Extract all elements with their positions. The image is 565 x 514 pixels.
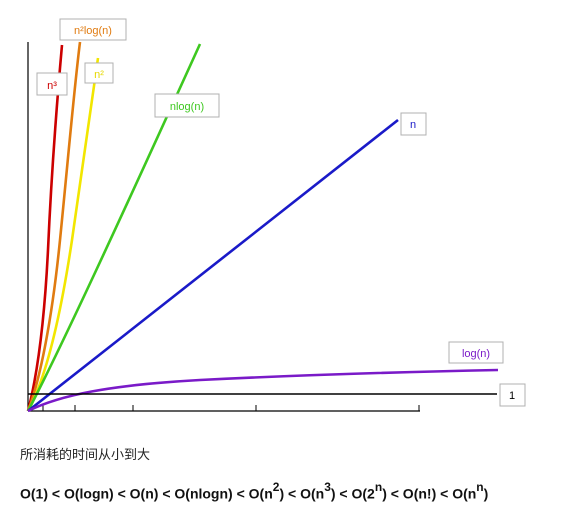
order-text: ) < O(n!) < O(n	[382, 485, 477, 502]
order-exponent: 3	[324, 480, 331, 494]
label-text: n²	[94, 69, 104, 81]
order-text: O(1) < O(logn) < O(n) < O(nlogn) < O(n	[20, 485, 273, 502]
label-text: nlog(n)	[170, 101, 204, 113]
series-label-constant: 1	[499, 383, 526, 407]
series-label-n: n	[400, 112, 427, 136]
order-text: ) < O(2	[330, 485, 375, 502]
order-text: )	[483, 485, 489, 502]
order-exponent: n	[374, 480, 383, 494]
axes	[27, 42, 420, 412]
order-exponent: n	[476, 480, 484, 494]
order-exponent: 2	[272, 480, 280, 494]
series-line-logn	[27, 368, 499, 413]
series-label-n2logn: n²log(n)	[59, 18, 127, 41]
series-label-logn: log(n)	[448, 341, 504, 364]
label-box	[59, 18, 127, 41]
label-text: 1	[509, 390, 515, 402]
series-label-n3: n³	[36, 72, 68, 96]
label-text: n³	[47, 80, 57, 92]
series-line-n2logn	[26, 41, 82, 412]
label-box	[36, 72, 68, 96]
series-label-n2: n²	[84, 62, 114, 84]
series-line-n2	[26, 57, 100, 412]
series-line-n	[27, 118, 399, 413]
label-box	[400, 112, 427, 136]
label-text: n²log(n)	[74, 25, 112, 37]
series-label-nlogn: nlog(n)	[154, 93, 220, 118]
complexity-chart: n³ n²log(n) n² nlog(n) n log(n) 1	[26, 18, 526, 413]
caption-text: 所消耗的时间从小到大	[20, 448, 151, 463]
label-text: n	[410, 119, 416, 131]
series-line-n3	[26, 44, 64, 412]
label-box	[154, 93, 220, 118]
order-text: ) < O(n	[279, 485, 325, 502]
label-box	[84, 62, 114, 84]
complexity-order: O(1) < O(logn) < O(n) < O(nlogn) < O(n2)…	[20, 480, 489, 502]
label-box	[499, 383, 526, 407]
label-text: log(n)	[462, 348, 490, 360]
label-box	[448, 341, 504, 364]
